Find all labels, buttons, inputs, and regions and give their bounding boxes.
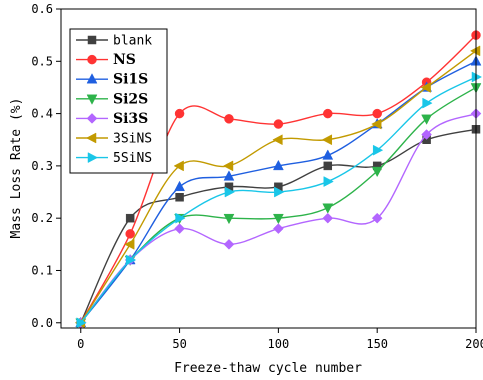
data-point-Si3S	[273, 223, 284, 234]
data-point-NS	[174, 108, 185, 119]
y-tick-label: 0.5	[31, 54, 53, 68]
x-tick-label: 100	[268, 337, 290, 351]
data-point-blank	[175, 193, 184, 202]
legend-swatch-marker	[87, 152, 99, 164]
data-point-5SiNS	[175, 212, 186, 224]
legend-label: 5SiNS	[113, 151, 152, 166]
legend-swatch-marker	[86, 113, 98, 124]
x-tick-label: 0	[77, 337, 84, 351]
data-point-NS	[125, 229, 135, 239]
legend-item-blank: blank	[76, 34, 152, 49]
legend-swatch-marker	[86, 73, 98, 84]
data-point-5SiNS	[471, 71, 483, 83]
legend-label: Si3S	[113, 111, 148, 127]
data-point-Si1S	[272, 159, 284, 171]
data-point-5SiNS	[224, 186, 236, 198]
data-point-blank	[323, 161, 333, 171]
data-point-5SiNS	[422, 97, 433, 109]
legend-item-Si2S: Si2S	[76, 91, 148, 107]
y-tick-label: 0.2	[31, 211, 53, 225]
legend-item-Si1S: Si1S	[76, 72, 148, 88]
x-tick-label: 50	[172, 337, 186, 351]
y-tick-label: 0.6	[31, 2, 53, 16]
data-point-5SiNS	[372, 144, 384, 156]
data-point-5SiNS	[274, 186, 285, 198]
series-layer	[74, 30, 483, 329]
data-point-Si3S	[174, 223, 185, 234]
y-axis-title: Mass Loss Rate (%)	[9, 98, 24, 239]
data-point-Si1S	[322, 149, 334, 160]
data-point-Si2S	[272, 213, 284, 225]
axes-layer	[60, 8, 477, 329]
data-point-3SiNS	[420, 82, 431, 93]
plot-frame	[60, 8, 477, 329]
series-5SiNS	[76, 71, 483, 329]
data-point-Si2S	[371, 166, 383, 178]
data-point-5SiNS	[125, 254, 137, 266]
legend-label: blank	[113, 34, 152, 49]
legend-label: Si2S	[113, 91, 148, 107]
legend: blank NS Si1S Si2S Si3S 3SiNS 5SiNS	[69, 28, 168, 174]
data-point-3SiNS	[371, 118, 382, 130]
data-point-Si3S	[421, 129, 432, 140]
legend-item-3SiNS: 3SiNS	[76, 132, 152, 147]
data-point-3SiNS	[222, 160, 234, 172]
data-point-3SiNS	[469, 45, 481, 57]
data-point-3SiNS	[321, 134, 333, 146]
data-point-blank	[125, 213, 135, 223]
data-point-3SiNS	[173, 160, 184, 172]
data-point-NS	[323, 108, 333, 119]
data-point-Si3S	[223, 238, 235, 250]
y-tick-label: 0.3	[31, 159, 53, 173]
x-tick-label: 150	[366, 337, 388, 351]
legend-label: NS	[113, 52, 136, 68]
legend-swatch-marker	[86, 94, 98, 105]
legend-item-5SiNS: 5SiNS	[76, 151, 152, 166]
ticks-layer: 0 50 100 150 200 0.0 0.1 0.2 0.3 0.4 0.5 0.6	[31, 2, 483, 351]
data-point-5SiNS	[76, 317, 87, 329]
data-point-Si3S	[322, 212, 334, 224]
data-point-Si2S	[223, 213, 235, 225]
data-point-Si2S	[322, 203, 334, 214]
series-line-NS	[80, 34, 477, 324]
legend-swatch-marker	[85, 132, 97, 144]
data-point-NS	[273, 119, 284, 129]
y-tick-label: 0.0	[31, 316, 53, 330]
data-point-Si3S	[371, 212, 383, 224]
y-tick-label: 0.1	[31, 263, 53, 277]
series-3SiNS	[74, 45, 481, 329]
legend-item-NS: NS	[76, 52, 136, 68]
data-point-NS	[224, 114, 234, 124]
legend-swatch-marker	[87, 35, 97, 45]
data-point-3SiNS	[272, 134, 283, 146]
data-point-Si2S	[421, 114, 433, 125]
y-tick-label: 0.4	[31, 107, 53, 121]
data-point-Si1S	[223, 170, 235, 181]
legend-item-Si3S: Si3S	[76, 111, 148, 127]
data-point-NS	[372, 108, 382, 119]
series-line-3SiNS	[80, 50, 477, 324]
x-axis-title: Freeze-thaw cycle number	[174, 361, 362, 376]
legend-swatch-marker	[87, 54, 97, 65]
data-point-5SiNS	[323, 176, 334, 187]
legend-label: Si1S	[113, 72, 148, 88]
legend-label: 3SiNS	[113, 132, 152, 147]
x-tick-label: 200	[465, 337, 483, 351]
data-point-3SiNS	[124, 238, 135, 250]
data-point-Si1S	[174, 180, 185, 192]
legend-box	[69, 28, 168, 174]
